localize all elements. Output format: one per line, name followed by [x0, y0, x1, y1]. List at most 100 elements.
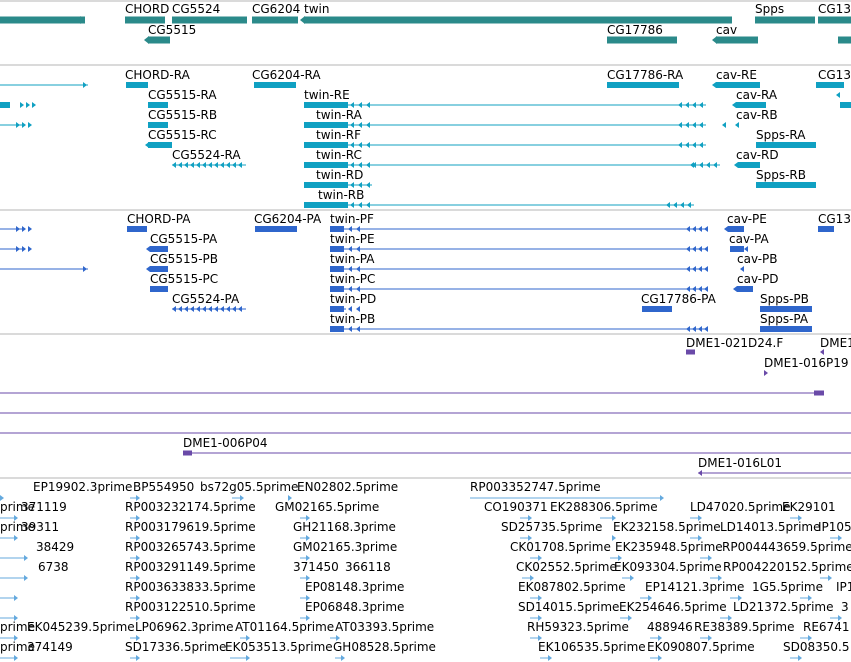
feature-block[interactable] — [304, 162, 348, 168]
strand-forward-arrow — [20, 102, 24, 108]
strand-forward-arrow — [306, 555, 310, 561]
strand-reverse-arrow — [687, 202, 691, 208]
strand-reverse-arrow — [356, 266, 360, 272]
strand-reverse-arrow — [184, 306, 188, 312]
feature-label: 3 — [841, 600, 849, 614]
protein-track: CHORD-PA CG6204-PA twin-PF cav-PE CG130 CG551… — [0, 212, 851, 332]
feature-block[interactable] — [760, 326, 812, 332]
feature-block[interactable] — [0, 102, 10, 108]
feature-block[interactable] — [755, 16, 815, 24]
feature-label: cav-PD — [737, 272, 779, 286]
feature-block[interactable] — [607, 82, 679, 88]
feature-block[interactable] — [760, 306, 812, 312]
feature-block[interactable] — [838, 36, 851, 44]
feature-block[interactable] — [252, 16, 298, 24]
feature-label: RH59323.5prime — [527, 620, 629, 634]
strand-reverse-arrow — [350, 142, 354, 148]
feature-block[interactable] — [150, 246, 168, 252]
feature-label: AT01164.5prime — [235, 620, 334, 634]
feature-block[interactable] — [756, 182, 816, 188]
feature-label: CG5524 — [172, 2, 220, 16]
feature-block[interactable] — [607, 36, 677, 44]
feature-block[interactable] — [127, 226, 147, 232]
feature-block[interactable] — [730, 246, 744, 252]
feature-block[interactable] — [330, 246, 344, 252]
strand-reverse-arrow — [692, 102, 696, 108]
feature-block[interactable] — [172, 16, 247, 24]
strand-forward-arrow — [132, 82, 136, 88]
feature-block[interactable] — [150, 286, 168, 292]
feature-block[interactable] — [814, 390, 824, 396]
feature-block[interactable] — [125, 16, 165, 24]
feature-label: CG6204-RA — [252, 68, 321, 82]
feature-block[interactable] — [330, 286, 344, 292]
feature-block[interactable] — [756, 142, 816, 148]
feature-label: CG130 — [818, 2, 851, 16]
strand-forward-arrow — [279, 226, 283, 232]
feature-block[interactable] — [716, 36, 758, 44]
feature-block[interactable] — [716, 82, 760, 88]
strand-reverse-arrow — [356, 286, 360, 292]
strand-reverse-arrow — [214, 162, 218, 168]
feature-block[interactable] — [126, 82, 148, 88]
feature-label: twin-RB — [318, 188, 364, 202]
strand-reverse-arrow — [366, 102, 370, 108]
feature-block[interactable] — [304, 102, 348, 108]
strand-reverse-arrow — [196, 162, 200, 168]
strand-forward-arrow — [32, 102, 36, 108]
strand-reverse-arrow — [366, 182, 370, 188]
feature-label: EP08148.3prime — [305, 580, 404, 594]
feature-block[interactable] — [148, 36, 170, 44]
feature-block[interactable] — [738, 162, 760, 168]
strand-reverse-arrow — [238, 306, 242, 312]
feature-label: 488946 — [647, 620, 693, 634]
feature-block[interactable] — [304, 202, 348, 208]
strand-forward-arrow — [798, 515, 802, 521]
feature-block[interactable] — [737, 286, 753, 292]
feature-label: DME1-016L01 — [698, 456, 782, 470]
feature-block[interactable] — [304, 142, 348, 148]
feature-label: DME1-006P04 — [183, 436, 268, 450]
feature-block[interactable] — [736, 102, 766, 108]
feature-label: EK288306.5prime — [550, 500, 658, 514]
strand-reverse-arrow — [150, 122, 154, 128]
feature-block[interactable] — [148, 142, 172, 148]
feature-label: prime — [0, 640, 35, 654]
strand-reverse-arrow — [358, 202, 362, 208]
feature-block[interactable] — [330, 266, 344, 272]
strand-forward-arrow — [828, 575, 832, 581]
feature-block[interactable] — [0, 16, 85, 24]
strand-forward-arrow — [136, 655, 140, 661]
strand-forward-arrow — [708, 635, 712, 641]
feature-block[interactable] — [150, 266, 168, 272]
strand-reverse-arrow — [686, 246, 690, 252]
strand-reverse-arrow — [214, 306, 218, 312]
feature-block[interactable] — [840, 102, 851, 108]
oligo-track: DME1-021D24.F DME1 DME1-016P19 DME1-006P04 D… — [0, 336, 851, 476]
feature-block[interactable] — [686, 349, 695, 355]
feature-block[interactable] — [304, 16, 732, 24]
feature-label: twin — [304, 2, 329, 16]
strand-forward-arrow — [277, 82, 281, 88]
feature-label: CHORD — [125, 2, 169, 16]
feature-block[interactable] — [818, 16, 851, 24]
feature-block[interactable] — [304, 122, 348, 128]
feature-label: EK106535.5prime — [538, 640, 646, 654]
feature-block[interactable] — [304, 182, 348, 188]
strand-forward-arrow — [612, 515, 616, 521]
feature-label: GM02165.5prime — [275, 500, 379, 514]
feature-label: 371450 — [293, 560, 339, 574]
feature-block[interactable] — [183, 450, 192, 456]
feature-block[interactable] — [330, 226, 344, 232]
feature-block[interactable] — [254, 82, 296, 88]
strand-forward-arrow — [14, 535, 18, 541]
feature-block[interactable] — [818, 226, 834, 232]
feature-block[interactable] — [816, 82, 844, 88]
strand-forward-arrow — [14, 615, 18, 621]
feature-block[interactable] — [330, 306, 344, 312]
feature-block[interactable] — [642, 306, 672, 312]
feature-block[interactable] — [330, 326, 344, 332]
strand-reverse-arrow — [162, 122, 166, 128]
feature-block[interactable] — [728, 226, 744, 232]
strand-forward-arrow — [288, 495, 292, 501]
